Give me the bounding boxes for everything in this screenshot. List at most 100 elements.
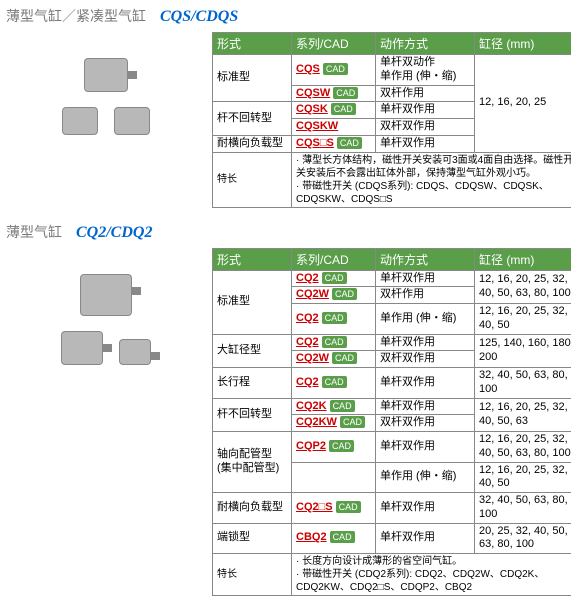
table-row: 标准型CQSCAD单杆双动作单作用 (伸・缩)12, 16, 20, 25: [213, 55, 571, 86]
series-link[interactable]: CQP2: [296, 440, 326, 452]
series-link[interactable]: CQ2KW: [296, 416, 337, 428]
spec-table-cq2: 形式系列/CAD动作方式缸径 (mm)标准型CQ2CAD单杆双作用12, 16,…: [212, 248, 571, 597]
cell-action: 单杆双作用: [376, 368, 475, 399]
table-row: 大缸径型CQ2CAD单杆双作用125, 140, 160, 180, 200: [213, 334, 571, 351]
cell-series: CQSWCAD: [292, 85, 376, 102]
cell-bore: 12, 16, 20, 25: [475, 55, 571, 153]
cad-badge: CAD: [331, 103, 356, 115]
table-row: 耐横向负载型CQ2□SCAD单杆双作用32, 40, 50, 63, 80, 1…: [213, 493, 571, 524]
cell-form: 杆不回转型: [213, 398, 292, 432]
cad-badge: CAD: [322, 272, 347, 284]
series-link[interactable]: CQSK: [296, 103, 328, 115]
cell-bore: 32, 40, 50, 63, 80, 100: [475, 493, 571, 524]
series-link[interactable]: CQS□S: [296, 137, 334, 149]
cell-form: 标准型: [213, 55, 292, 102]
table-row: 长行程CQ2CAD单杆双作用32, 40, 50, 63, 80, 100: [213, 368, 571, 399]
cad-badge: CAD: [329, 440, 354, 452]
th-action: 动作方式: [376, 33, 475, 55]
cell-series: CQSKW: [292, 119, 376, 136]
cell-action: 双杆双作用: [376, 119, 475, 136]
cell-form: 耐横向负载型: [213, 135, 292, 152]
cell-bore: 20, 25, 32, 40, 50, 63, 80, 100: [475, 523, 571, 554]
table-row: 轴向配管型(集中配管型)CQP2CAD单杆双作用12, 16, 20, 25, …: [213, 432, 571, 463]
section-title: 薄型气缸／紧凑型气缸: [6, 6, 146, 26]
cell-feature-text: · 长度方向设计成薄形的省空间气缸。· 带磁性开关 (CDQ2系列): CDQ2…: [292, 554, 571, 596]
cell-series: CQ2WCAD: [292, 287, 376, 304]
series-link[interactable]: CQ2W: [296, 352, 329, 364]
cell-series: CQ2CAD: [292, 368, 376, 399]
feature-row: 特长· 长度方向设计成薄形的省空间气缸。· 带磁性开关 (CDQ2系列): CD…: [213, 554, 571, 596]
section-header: 薄型气缸／紧凑型气缸 CQS/CDQS: [6, 6, 565, 26]
cell-action: 单杆双作用: [376, 523, 475, 554]
cell-series: [292, 462, 376, 493]
cad-badge: CAD: [336, 501, 361, 513]
cell-series: CQ2CAD: [292, 304, 376, 335]
cell-series: CQ2□SCAD: [292, 493, 376, 524]
cell-form: 耐横向负载型: [213, 493, 292, 524]
cell-action: 单杆双动作单作用 (伸・缩): [376, 55, 475, 86]
cell-form: 端锁型: [213, 523, 292, 554]
cell-form: 杆不回转型: [213, 102, 292, 136]
cad-badge: CAD: [330, 400, 355, 412]
series-link[interactable]: CQSW: [296, 87, 330, 99]
series-link[interactable]: CQ2: [296, 376, 319, 388]
cell-bore: 12, 16, 20, 25, 32, 40, 50, 63: [475, 398, 571, 432]
cell-action: 双杆作用: [376, 287, 475, 304]
series-link[interactable]: CQ2: [296, 336, 319, 348]
cad-badge: CAD: [323, 63, 348, 75]
cell-feature-label: 特长: [213, 152, 292, 207]
series-link[interactable]: CBQ2: [296, 531, 327, 543]
table-row: 杆不回转型CQ2KCAD单杆双作用12, 16, 20, 25, 32, 40,…: [213, 398, 571, 415]
cell-action: 单杆双作用: [376, 493, 475, 524]
series-link[interactable]: CQ2K: [296, 400, 327, 412]
section-code: CQS/CDQS: [160, 8, 238, 26]
cad-badge: CAD: [332, 352, 357, 364]
series-link[interactable]: CQ2: [296, 272, 319, 284]
cell-feature-text: · 薄型长方体结构，磁性开关安装可3面或4面自由选择。磁性开关安装后不会露出缸体…: [292, 152, 571, 207]
cell-series: CBQ2CAD: [292, 523, 376, 554]
th-bore: 缸径 (mm): [475, 33, 571, 55]
cad-badge: CAD: [322, 312, 347, 324]
section-header: 薄型气缸 CQ2/CDQ2: [6, 222, 565, 242]
cell-form: 大缸径型: [213, 334, 292, 368]
cell-series: CQSCAD: [292, 55, 376, 86]
cell-form: 标准型: [213, 270, 292, 334]
cell-action: 单作用 (伸・缩): [376, 304, 475, 335]
section-cq2: 薄型气缸 CQ2/CDQ2 形式系列/CAD动作方式缸径 (mm)标准型CQ2C…: [6, 222, 565, 597]
cell-action: 单杆双作用: [376, 135, 475, 152]
cell-action: 双杆作用: [376, 85, 475, 102]
cell-action: 双杆双作用: [376, 351, 475, 368]
cell-series: CQP2CAD: [292, 432, 376, 463]
th-form: 形式: [213, 33, 292, 55]
cell-form: 长行程: [213, 368, 292, 399]
cell-action: 单杆双作用: [376, 102, 475, 119]
cad-badge: CAD: [333, 87, 358, 99]
cad-badge: CAD: [337, 137, 362, 149]
cell-action: 单杆双作用: [376, 270, 475, 287]
product-image-area: [6, 32, 206, 144]
cell-bore: 12, 16, 20, 25, 32, 40, 50, 63, 80, 100: [475, 432, 571, 463]
th-form: 形式: [213, 248, 292, 270]
cell-action: 双杆双作用: [376, 415, 475, 432]
cad-badge: CAD: [332, 288, 357, 300]
th-series: 系列/CAD: [292, 248, 376, 270]
cell-series: CQ2CAD: [292, 270, 376, 287]
series-link[interactable]: CQSKW: [296, 120, 338, 132]
th-series: 系列/CAD: [292, 33, 376, 55]
section-title: 薄型气缸: [6, 222, 62, 242]
cad-badge: CAD: [322, 376, 347, 388]
cell-form: 轴向配管型(集中配管型): [213, 432, 292, 493]
cell-series: CQSKCAD: [292, 102, 376, 119]
cell-action: 单杆双作用: [376, 432, 475, 463]
cell-bore: 32, 40, 50, 63, 80, 100: [475, 368, 571, 399]
cell-bore: 12, 16, 20, 25, 32, 40, 50: [475, 304, 571, 335]
cad-badge: CAD: [330, 531, 355, 543]
series-link[interactable]: CQ2□S: [296, 501, 333, 513]
cell-action: 单作用 (伸・缩): [376, 462, 475, 493]
series-link[interactable]: CQS: [296, 63, 320, 75]
th-bore: 缸径 (mm): [475, 248, 571, 270]
th-action: 动作方式: [376, 248, 475, 270]
series-link[interactable]: CQ2W: [296, 288, 329, 300]
cad-badge: CAD: [322, 336, 347, 348]
series-link[interactable]: CQ2: [296, 312, 319, 324]
